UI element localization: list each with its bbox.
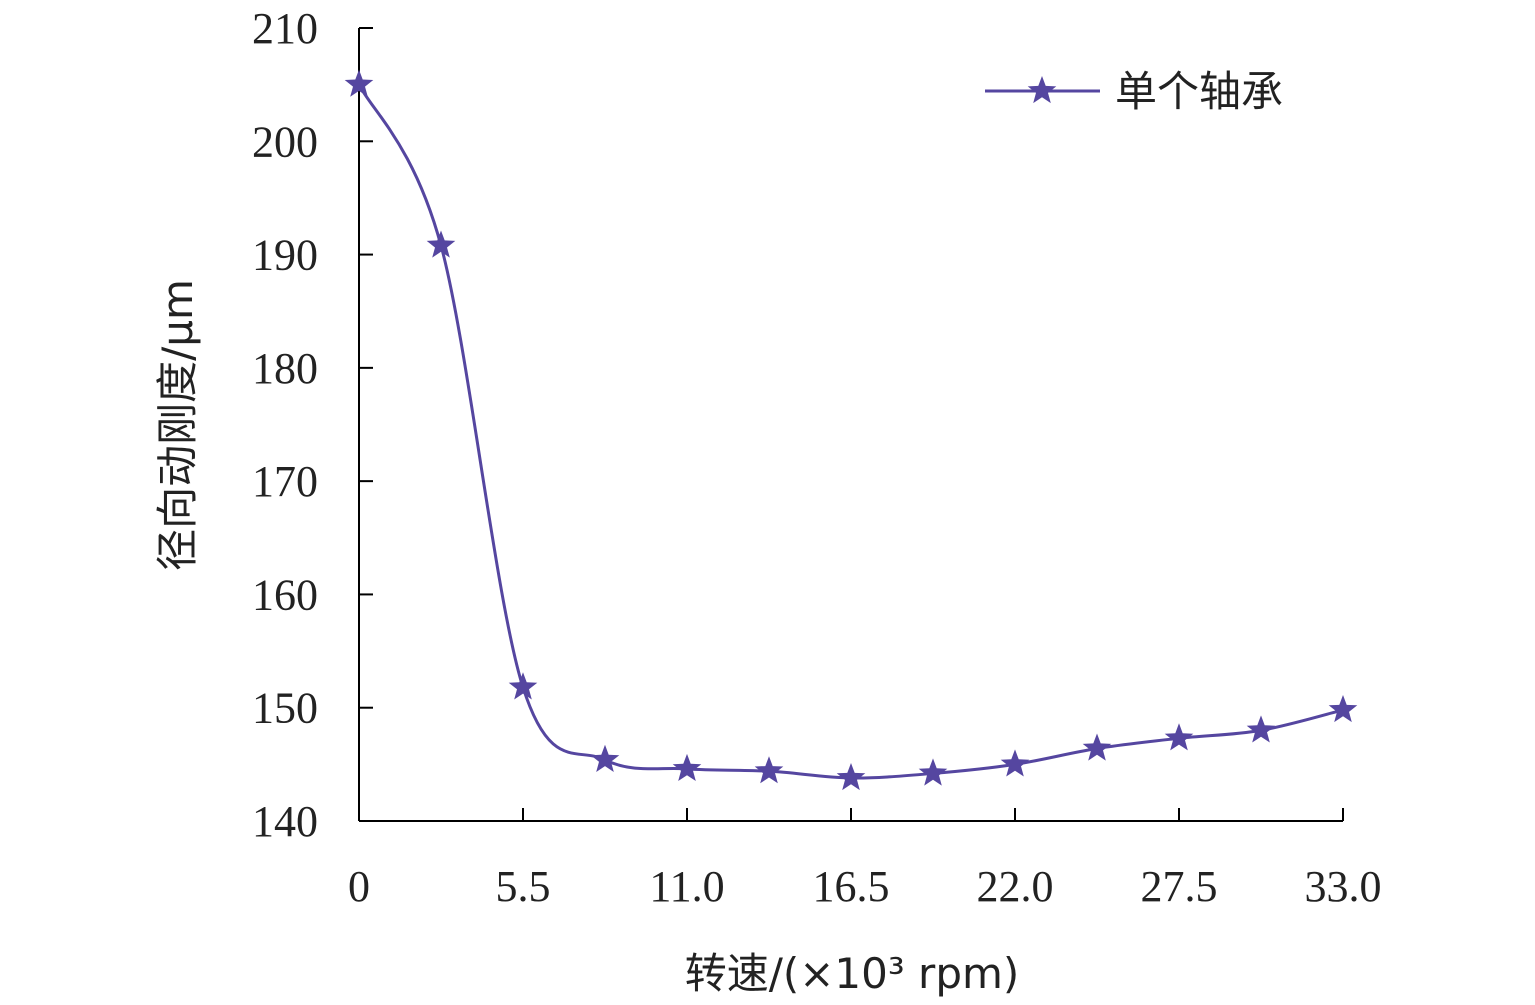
legend-star-marker [1027,76,1057,104]
y-tick-label: 150 [252,684,318,733]
x-tick-label: 16.5 [813,862,890,911]
data-point-star [1082,733,1112,761]
x-tick-label: 33.0 [1305,862,1382,911]
y-tick-label: 180 [252,344,318,393]
y-tick-label: 200 [252,117,318,166]
series [344,69,1358,791]
data-point-star [590,744,620,772]
y-axis-title: 径向动刚度/μm [153,279,202,571]
data-point-star [1164,723,1194,751]
x-tick-label: 11.0 [649,862,724,911]
data-point-star [672,753,702,781]
axes [358,28,1343,822]
data-point-star [344,69,374,97]
x-tick-label: 0 [348,862,370,911]
data-point-star [426,230,456,258]
data-point-star [918,758,948,786]
data-point-star [1328,695,1358,723]
data-point-star [836,763,866,791]
x-tick-label: 5.5 [496,862,551,911]
data-point-star [754,756,784,784]
x-tick-label: 22.0 [977,862,1054,911]
legend: 单个轴承 [985,67,1283,116]
legend-label: 单个轴承 [1115,67,1283,116]
y-tick-label: 210 [252,4,318,53]
x-axis-title: 转速/(×10³ rpm) [685,949,1020,998]
ticks: 140 150 160 170 180 190 200 210 0 5.5 11.0 16.5 22.0… [252,4,1382,911]
y-tick-label: 170 [252,457,318,506]
x-tick-label: 27.5 [1141,862,1218,911]
data-point-star [1246,715,1276,743]
data-point-star [1000,749,1030,777]
data-point-star [508,672,538,700]
y-tick-label: 190 [252,231,318,280]
y-tick-label: 160 [252,570,318,619]
y-tick-label: 140 [252,797,318,846]
series-line [357,83,1344,780]
